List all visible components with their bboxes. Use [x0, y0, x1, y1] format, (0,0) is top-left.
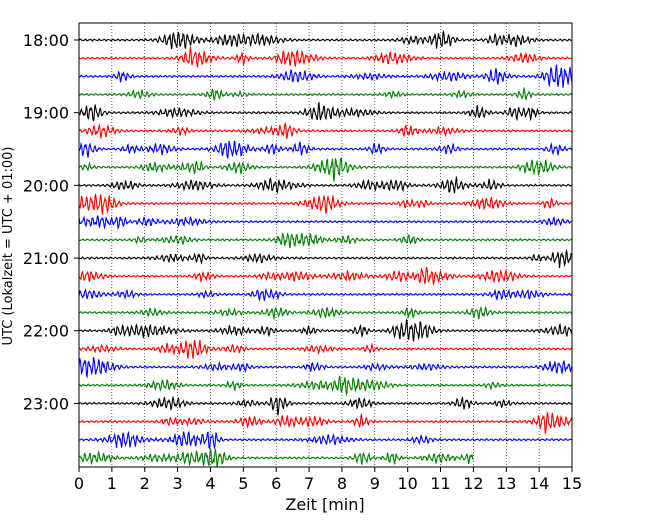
seismic-trace	[78, 122, 573, 139]
seismic-trace	[78, 339, 573, 360]
x-tick-label: 8	[337, 474, 347, 493]
plot-background	[79, 23, 572, 467]
y-tick-label: 18:00	[23, 31, 69, 50]
x-tick-label: 6	[271, 474, 281, 493]
seismic-trace	[78, 193, 573, 215]
seismic-trace	[78, 176, 573, 195]
y-axis-ticks: 18:00 19:00 20:00 21:00 22:00 23:00	[23, 31, 79, 413]
x-tick-label: 0	[74, 474, 84, 493]
y-tick-label: 22:00	[23, 322, 69, 341]
y-tick-label: 21:00	[23, 249, 69, 268]
seismic-traces	[78, 30, 573, 467]
x-tick-label: 15	[562, 474, 582, 493]
x-axis-label: Zeit [min]	[285, 495, 364, 514]
seismic-trace	[78, 30, 573, 50]
seismic-trace	[78, 287, 573, 302]
seismic-trace	[78, 248, 573, 269]
seismic-trace	[78, 357, 573, 379]
x-tick-label: 14	[529, 474, 549, 493]
seismic-trace	[78, 156, 573, 182]
y-tick-label: 20:00	[23, 176, 69, 195]
x-tick-label: 9	[370, 474, 380, 493]
x-tick-label: 5	[238, 474, 248, 493]
seismic-trace	[78, 64, 573, 88]
seismic-trace	[78, 375, 573, 397]
seismic-trace	[78, 46, 573, 68]
seismic-trace	[78, 448, 474, 467]
seismic-trace	[78, 101, 573, 122]
plot-frame	[78, 22, 573, 468]
x-tick-label: 13	[496, 474, 516, 493]
x-tick-label: 3	[173, 474, 183, 493]
seismic-trace	[78, 305, 573, 320]
seismic-trace	[78, 215, 573, 230]
x-tick-label: 4	[205, 474, 215, 493]
y-tick-label: 23:00	[23, 394, 69, 413]
seismic-trace	[78, 430, 573, 450]
seismic-trace	[78, 266, 573, 287]
y-axis-label: UTC (Lokalzeit = UTC + 01:00)	[1, 147, 16, 346]
x-tick-label: 1	[107, 474, 117, 493]
x-tick-label: 12	[463, 474, 483, 493]
x-tick-label: 10	[397, 474, 417, 493]
seismic-trace	[78, 232, 573, 249]
seismic-trace	[78, 395, 573, 416]
seismic-trace	[78, 87, 573, 102]
x-axis-ticks: 0 1 2 3 4 5 6 7 8 9 10 11 12 13 14 15	[74, 467, 582, 493]
seismic-trace	[78, 412, 573, 434]
x-tick-label: 11	[430, 474, 450, 493]
x-tick-label: 7	[304, 474, 314, 493]
seismic-trace	[78, 318, 573, 342]
x-tick-label: 2	[140, 474, 150, 493]
y-tick-label: 19:00	[23, 104, 69, 123]
seismic-trace	[78, 140, 573, 159]
